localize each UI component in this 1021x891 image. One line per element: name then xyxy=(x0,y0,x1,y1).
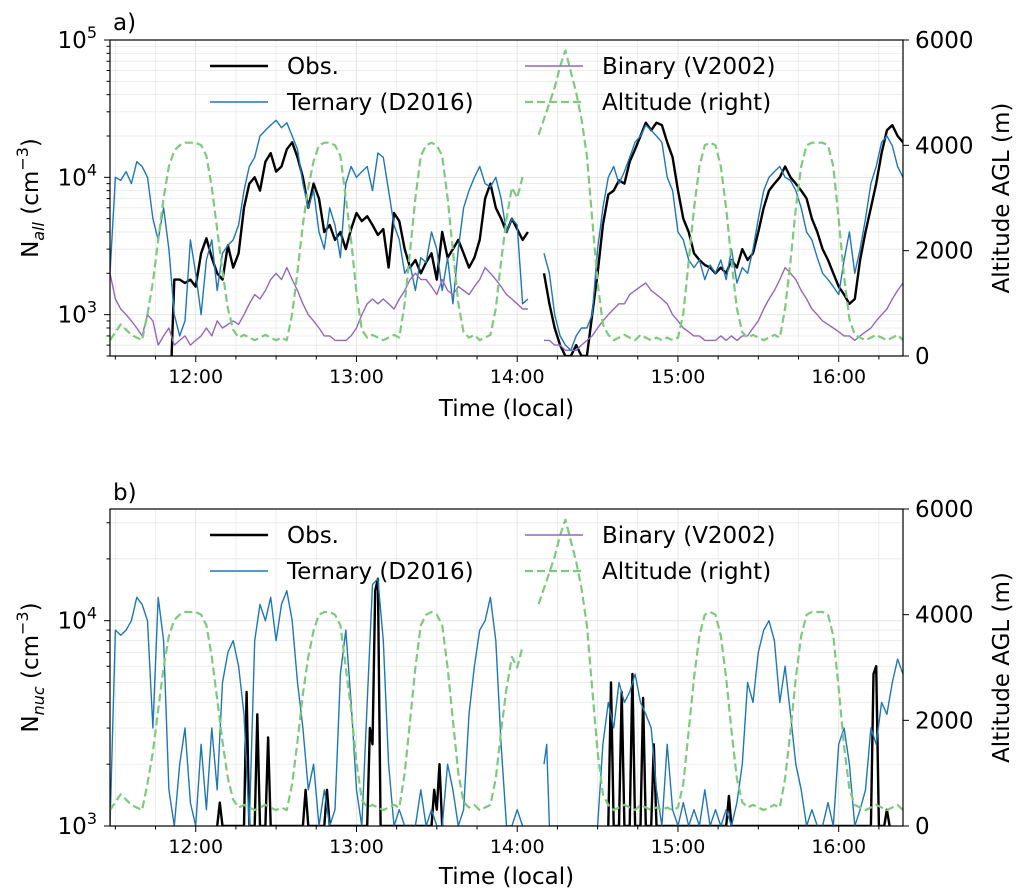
x-tick-label: 12:00 xyxy=(168,366,223,388)
series-ternary-d2016-line xyxy=(543,620,903,826)
legend-label: Altitude (right) xyxy=(602,559,771,585)
x-tick-label: 13:00 xyxy=(329,366,384,388)
y2-tick-label: 2000 xyxy=(915,708,974,734)
x-axis-label: Time (local) xyxy=(438,396,574,422)
legend-label: Binary (V2002) xyxy=(602,54,775,80)
panel-label: a) xyxy=(113,10,136,36)
legend: Obs. Binary (V2002) Ternary (D2016) Altitud… xyxy=(210,523,775,585)
series-obs-line xyxy=(216,577,444,826)
series-ternary-d2016-line xyxy=(110,578,524,826)
series-ternary-d2016-line xyxy=(543,124,903,351)
x-tick-label: 16:00 xyxy=(811,836,866,858)
panel-label: b) xyxy=(113,480,137,506)
x-tick-label: 13:00 xyxy=(329,836,384,858)
x-tick-label: 16:00 xyxy=(811,366,866,388)
legend-label: Altitude (right) xyxy=(602,90,771,116)
grid xyxy=(110,40,903,356)
x-tick-label: 14:00 xyxy=(490,836,545,858)
series-group xyxy=(110,49,903,356)
plot-frame xyxy=(109,508,904,827)
x-tick-label: 15:00 xyxy=(651,366,706,388)
series-altitude-right-line xyxy=(110,610,524,812)
series-altitude-right-line xyxy=(537,49,903,342)
series-obs-line xyxy=(170,141,529,356)
series-altitude-right-line xyxy=(537,518,903,812)
y-tick-label: 104 xyxy=(58,160,97,191)
x-tick-label: 12:00 xyxy=(168,836,223,858)
y-axis-label: Nnuc (cm−3) xyxy=(13,602,48,732)
x-axis-label: Time (local) xyxy=(438,864,574,890)
y2-axis-label: Altitude AGL (m) xyxy=(989,572,1015,763)
series-ternary-d2016-line xyxy=(110,119,529,337)
y2-axis-label: Altitude AGL (m) xyxy=(989,103,1015,294)
legend-label: Obs. xyxy=(287,523,339,549)
legend-label: Obs. xyxy=(287,54,339,80)
series-group xyxy=(110,518,903,826)
y-tick-label: 103 xyxy=(58,809,97,840)
legend: Obs. Binary (V2002) Ternary (D2016) Altitud… xyxy=(210,54,775,116)
y2-tick-label: 4000 xyxy=(915,133,974,159)
x-tick-label: 14:00 xyxy=(490,366,545,388)
y2-tick-label: 6000 xyxy=(915,28,974,54)
series-altitude-right-line xyxy=(110,141,524,342)
y2-tick-label: 2000 xyxy=(915,239,974,265)
y-tick-label: 105 xyxy=(58,23,97,54)
x-tick-label: 15:00 xyxy=(651,836,706,858)
y-tick-label: 103 xyxy=(58,298,97,329)
legend-label: Binary (V2002) xyxy=(602,523,775,549)
y2-tick-label: 6000 xyxy=(915,497,974,523)
y2-tick-label: 0 xyxy=(915,344,930,370)
series-binary-v2002-line xyxy=(544,266,903,351)
plot-frame xyxy=(109,39,904,357)
legend-label: Ternary (D2016) xyxy=(286,559,474,585)
panel-b: 12:00 13:00 14:00 15:00 16:00 103 104 0 2000 4000… xyxy=(13,480,1015,890)
y2-tick-label: 0 xyxy=(915,814,930,840)
series-binary-v2002-line xyxy=(110,266,528,346)
y2-tick-label: 4000 xyxy=(915,603,974,629)
legend-label: Ternary (D2016) xyxy=(286,90,474,116)
y-axis-label: Nall (cm−3) xyxy=(13,138,48,258)
y-tick-label: 104 xyxy=(58,604,97,635)
panel-a: 12:00 13:00 14:00 15:00 16:00 103 104 105 0 2000 4… xyxy=(13,10,1015,422)
